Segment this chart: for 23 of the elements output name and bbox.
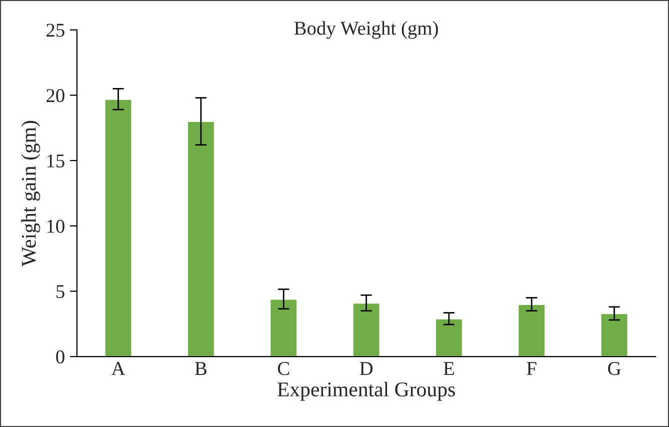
y-tick-label: 10 bbox=[47, 220, 64, 233]
bar bbox=[104, 98, 133, 357]
bar bbox=[517, 304, 546, 357]
y-tick-label: 5 bbox=[56, 285, 64, 298]
y-tick-label: 0 bbox=[56, 350, 64, 364]
x-tick-label: D bbox=[360, 362, 373, 375]
x-axis-title: Experimental Groups bbox=[277, 382, 455, 401]
x-tick-label: C bbox=[278, 362, 290, 376]
x-tick-label: F bbox=[526, 362, 536, 375]
bar bbox=[600, 312, 629, 357]
x-tick-label: G bbox=[608, 362, 621, 376]
y-tick-label: 25 bbox=[46, 24, 64, 37]
y-tick-label: 20 bbox=[46, 89, 64, 102]
chart-title: Body Weight (gm) bbox=[294, 21, 438, 39]
x-tick-label: B bbox=[195, 362, 206, 375]
y-tick-label: 15 bbox=[47, 154, 64, 168]
bar bbox=[352, 302, 381, 357]
x-tick-label: A bbox=[111, 362, 126, 375]
bar bbox=[434, 318, 464, 357]
bar bbox=[269, 298, 298, 357]
x-tick-label: E bbox=[444, 362, 454, 375]
y-axis-title: Weight gain (gm) bbox=[21, 120, 40, 266]
bar bbox=[186, 120, 216, 357]
